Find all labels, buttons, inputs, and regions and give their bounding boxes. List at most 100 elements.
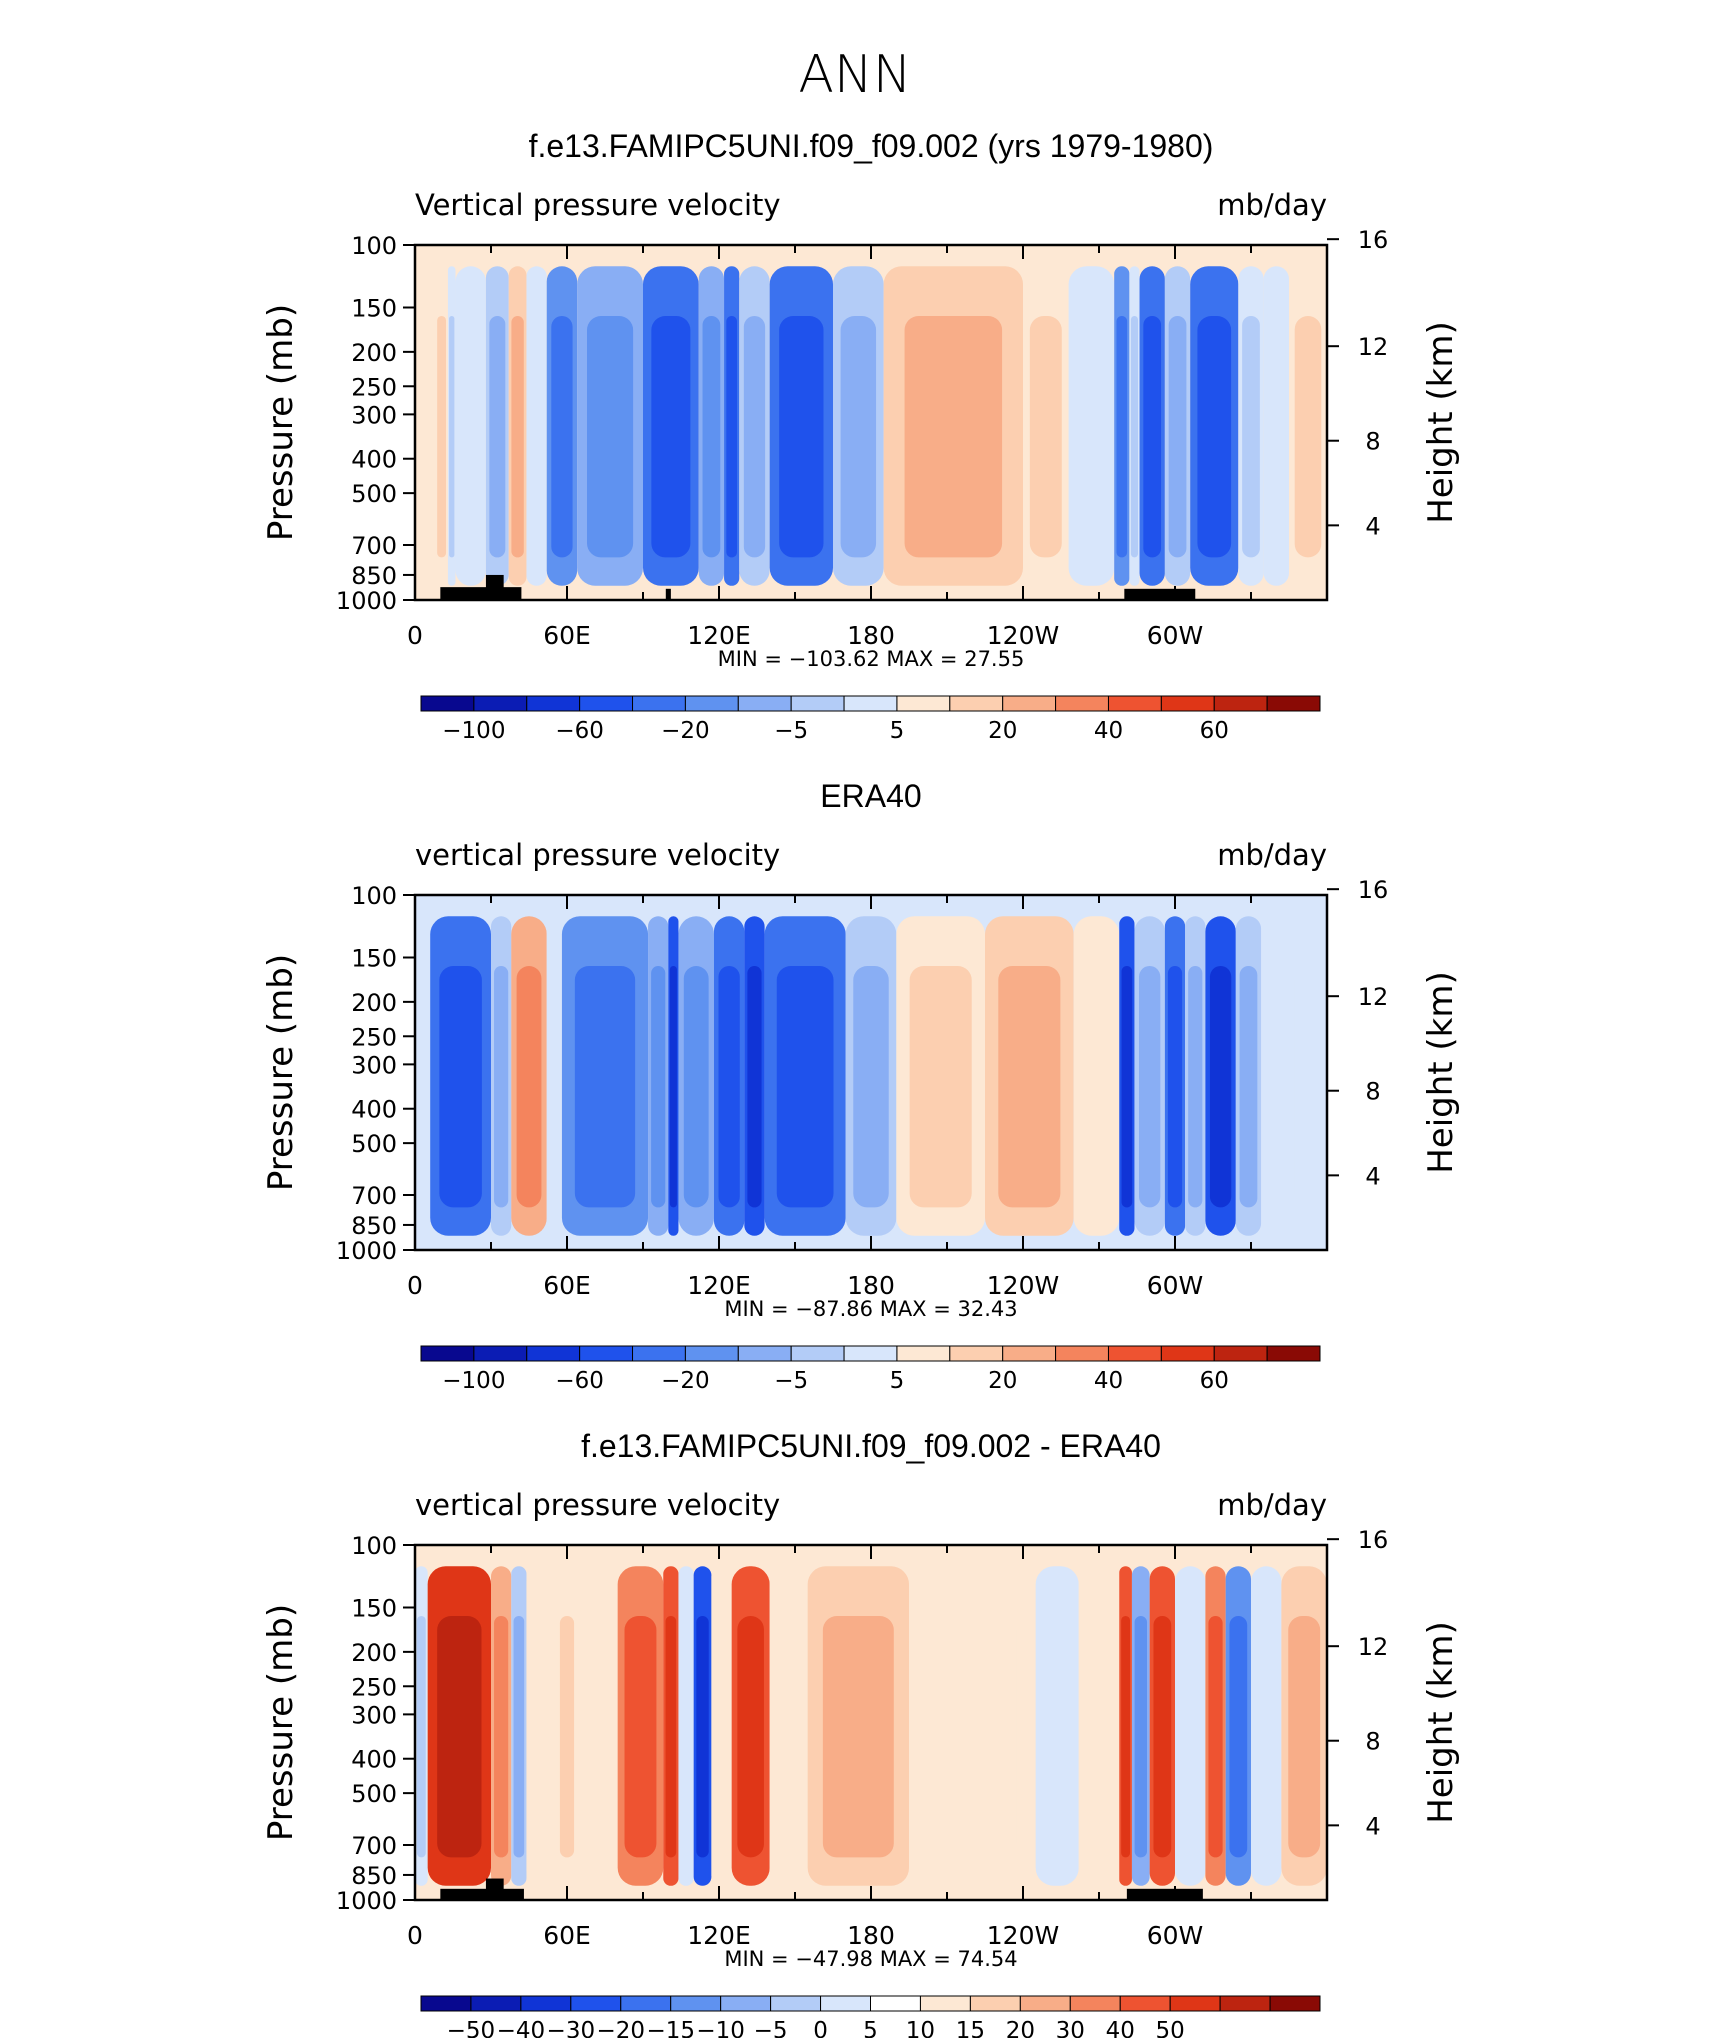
pressure-tick-label: 700 xyxy=(351,1182,397,1210)
height-tick-label: 4 xyxy=(1365,1812,1380,1840)
colorbar-label: 20 xyxy=(988,718,1017,744)
contour-core xyxy=(1265,966,1285,1208)
contour-core xyxy=(1294,966,1322,1208)
colorbar-label: −20 xyxy=(661,718,710,744)
longitude-tick-label: 180 xyxy=(847,1271,895,1300)
pressure-tick-label: 850 xyxy=(351,1212,397,1240)
contour-core xyxy=(1084,1616,1114,1858)
contour-core xyxy=(714,1616,729,1858)
colorbar-swatch xyxy=(420,1345,475,1362)
contour-core xyxy=(651,966,666,1208)
contour-core xyxy=(1242,316,1260,558)
terrain-mask xyxy=(440,1888,524,1900)
colorbar-swatch xyxy=(670,1995,722,2012)
longitude-tick-label: 120E xyxy=(687,1921,751,1950)
colorbar-swatch xyxy=(843,1345,898,1362)
contour-core xyxy=(747,966,762,1208)
contour-core xyxy=(1167,966,1183,1208)
pressure-tick-label: 250 xyxy=(351,1023,397,1051)
height-tick-label: 12 xyxy=(1358,983,1389,1011)
contour-core xyxy=(583,1616,612,1858)
colorbar-swatch xyxy=(919,1995,971,2012)
colorbar-swatch xyxy=(473,1345,528,1362)
contour-core xyxy=(909,966,972,1208)
contour-core xyxy=(416,1616,426,1858)
colorbar-label: 5 xyxy=(890,718,905,744)
colorbar-label: −5 xyxy=(754,2018,788,2038)
colorbar-swatch xyxy=(720,1995,772,2012)
contour-core xyxy=(1130,316,1139,558)
colorbar-swatch xyxy=(1266,695,1321,712)
contour-core xyxy=(726,316,737,558)
colorbar-swatch xyxy=(790,695,845,712)
colorbar-label: 5 xyxy=(890,1368,905,1394)
colorbar-swatch xyxy=(1269,1995,1321,2012)
height-tick-label: 4 xyxy=(1365,1162,1380,1190)
contour-core xyxy=(449,316,455,558)
colorbar: −100 −60 −20 −5 5 20 40 60 xyxy=(420,1345,1321,1394)
longitude-axis: 0 60E 120E 180 120W 60W xyxy=(407,1545,1328,1950)
colorbar-swatch xyxy=(620,1995,672,2012)
contour-core xyxy=(696,1616,709,1858)
colorbar-label: −60 xyxy=(555,1368,604,1394)
longitude-tick-label: 120W xyxy=(987,1921,1059,1950)
variable-label: Vertical pressure velocity xyxy=(415,188,781,222)
colorbar-swatch xyxy=(684,1345,739,1362)
longitude-axis: 0 60E 120E 180 120W 60W xyxy=(407,245,1328,650)
pressure-tick-label: 1000 xyxy=(336,1237,397,1265)
contour-core xyxy=(439,966,482,1208)
contour-core xyxy=(853,966,889,1208)
height-axis-label: Height (km) xyxy=(1421,1621,1461,1824)
colorbar-swatch xyxy=(520,1995,572,2012)
contour-core xyxy=(559,1616,575,1858)
colorbar-label: −60 xyxy=(555,718,604,744)
height-tick-label: 16 xyxy=(1358,876,1389,904)
terrain-mask xyxy=(665,588,671,600)
colorbar-label: 40 xyxy=(1094,1368,1123,1394)
pressure-tick-label: 100 xyxy=(351,1532,397,1560)
colorbar-swatch xyxy=(1219,1995,1271,2012)
pressure-tick-label: 700 xyxy=(351,1832,397,1860)
longitude-tick-label: 120W xyxy=(987,1271,1059,1300)
height-tick-label: 16 xyxy=(1358,1526,1389,1554)
min-max-stats: MIN = −47.98 MAX = 74.54 xyxy=(724,1947,1017,1971)
contour-core xyxy=(624,1616,657,1858)
terrain-mask xyxy=(485,574,504,600)
contour-core xyxy=(1134,1616,1148,1858)
colorbar-swatch xyxy=(843,695,898,712)
colorbar-swatch xyxy=(949,1345,1004,1362)
colorbar-swatch xyxy=(1160,695,1215,712)
pressure-tick-label: 850 xyxy=(351,562,397,590)
panel-3: f.e13.FAMIPC5UNI.f09_f09.002 - ERA40 vert… xyxy=(261,1428,1461,2038)
min-max-stats: MIN = −87.86 MAX = 32.43 xyxy=(724,1297,1017,1321)
variable-label: vertical pressure velocity xyxy=(415,838,780,872)
pressure-tick-label: 1000 xyxy=(336,1887,397,1915)
terrain-mask xyxy=(485,1878,504,1900)
colorbar-label: 50 xyxy=(1156,2018,1185,2038)
pressure-axis-label: Pressure (mb) xyxy=(261,954,301,1191)
contour-core xyxy=(1139,966,1161,1208)
longitude-tick-label: 60W xyxy=(1147,1271,1204,1300)
contour-core xyxy=(702,316,721,558)
colorbar-swatch xyxy=(896,1345,951,1362)
contour-core xyxy=(1121,1616,1131,1858)
colorbar-swatch xyxy=(470,1995,522,2012)
colorbar-label: −10 xyxy=(696,2018,745,2038)
contour-core xyxy=(587,316,634,558)
contour-core xyxy=(928,1616,1017,1858)
contour-core xyxy=(1116,316,1128,558)
colorbar-label: −5 xyxy=(774,1368,808,1394)
colorbar-swatch xyxy=(896,695,951,712)
contour-core xyxy=(417,966,428,1208)
colorbar-swatch xyxy=(870,1995,921,2012)
pressure-tick-label: 250 xyxy=(351,373,397,401)
panel-title: f.e13.FAMIPC5UNI.f09_f09.002 - ERA40 xyxy=(581,1428,1161,1464)
colorbar-label: 60 xyxy=(1200,718,1229,744)
colorbar-swatch xyxy=(1160,1345,1215,1362)
contour-core xyxy=(1179,1616,1201,1858)
colorbar-label: 5 xyxy=(863,2018,878,2038)
contour-core xyxy=(494,1616,509,1858)
colorbar-label: −50 xyxy=(447,2018,496,2038)
pressure-axis-label: Pressure (mb) xyxy=(261,1604,301,1841)
contour-core xyxy=(1229,1616,1248,1858)
